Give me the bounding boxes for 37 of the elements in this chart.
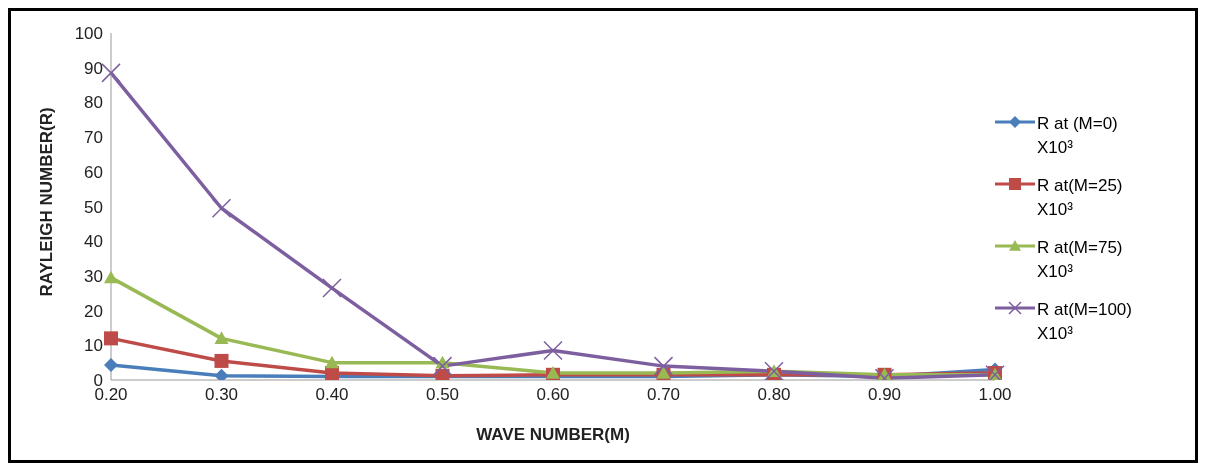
- point: [104, 270, 118, 284]
- legend-label: R at (M=0) X10³: [1037, 112, 1119, 159]
- point: [104, 358, 118, 373]
- y-tick-label: 70: [84, 128, 103, 148]
- x-tick-label: 0.50: [425, 385, 460, 405]
- x-tick-label: 0.70: [646, 385, 681, 405]
- y-tick-label: 30: [84, 266, 103, 286]
- y-axis-title: RAYLEIGH NUMBER(R): [37, 107, 57, 297]
- y-tick-label: 60: [84, 162, 103, 182]
- point: [214, 331, 229, 344]
- point: [211, 198, 232, 218]
- y-tick-label: 100: [74, 24, 103, 44]
- point: [432, 356, 453, 376]
- y-tick-label: 80: [84, 93, 103, 113]
- point: [104, 331, 118, 346]
- x-tick-label: 0.80: [757, 385, 791, 405]
- x-axis-title: WAVE NUMBER(M): [476, 425, 630, 444]
- point: [543, 340, 563, 361]
- point: [653, 356, 674, 376]
- y-tick-label: 50: [84, 197, 103, 217]
- x-tick-label: 0.90: [867, 385, 902, 405]
- legend-label: R at(M=25) X10³: [1037, 174, 1124, 221]
- point: [101, 63, 121, 83]
- x-tick-label: 0.40: [315, 385, 349, 405]
- y-tick-label: 10: [84, 336, 103, 356]
- point: [214, 353, 229, 368]
- y-tick-label: 20: [84, 301, 103, 321]
- legend-label: R at(M=100) X10³: [1037, 298, 1133, 345]
- y-tick-label: 90: [84, 58, 103, 78]
- point: [325, 355, 339, 369]
- point: [322, 278, 342, 298]
- y-tick-label: 40: [84, 232, 103, 252]
- x-tick-label: 1.00: [978, 385, 1012, 405]
- x-tick-label: 0.60: [536, 385, 570, 405]
- point: [214, 368, 229, 380]
- legend-label: R at(M=75) X10³: [1037, 236, 1124, 283]
- x-tick-label: 0.30: [204, 385, 239, 405]
